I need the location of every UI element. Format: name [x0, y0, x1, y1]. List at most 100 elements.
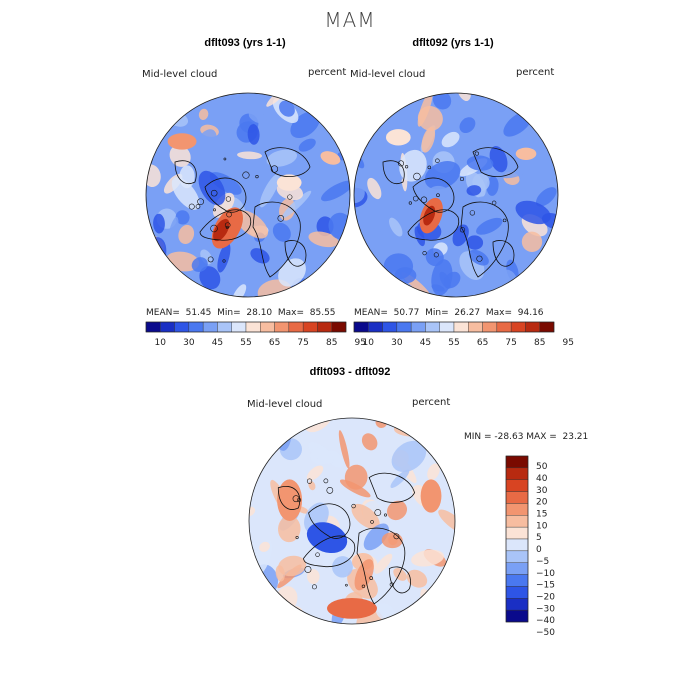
diff-coastline	[356, 527, 406, 605]
panel-2-contour-blob	[399, 149, 427, 182]
diff-contour-blob	[361, 433, 378, 451]
panel-1-feature-blob	[276, 174, 302, 191]
panel-1-coastline	[284, 240, 307, 267]
panel-2-contour-blob	[421, 126, 436, 153]
diff-colorbar-tick-label: −40	[536, 616, 555, 626]
diff-contour-blob	[363, 523, 389, 551]
panel-1-colorbar-swatch	[160, 321, 175, 333]
diff-contour-blob	[386, 500, 408, 521]
diff-colorbar-tick-label: −5	[536, 557, 549, 567]
panel-2-contour-blob	[459, 62, 481, 86]
diff-colorbar-tick-label: −20	[536, 593, 555, 603]
panel-1-colorbar-swatch	[231, 321, 247, 333]
diff-island	[311, 584, 317, 590]
panel-2-island	[398, 160, 405, 167]
panel-1-island	[255, 174, 259, 179]
panel-1-contour-blob	[250, 248, 270, 264]
panel-2-colorbar-swatch	[368, 321, 383, 333]
panel-2-contour-blob	[394, 267, 417, 284]
panel-1-contour-blob	[259, 173, 280, 208]
panel-2-colorbar-tick-label: 95	[563, 338, 574, 348]
panel-1-colorbar-swatch	[174, 321, 190, 333]
panel-2-contour-blob	[382, 167, 405, 186]
panel-2-island	[474, 151, 479, 156]
panel-1-island	[197, 198, 204, 206]
diff-colorbar-swatch	[505, 526, 529, 540]
diff-contour-blob	[339, 479, 371, 498]
panel-2-colorbar: 10 30 45 55 65 75 85 95	[353, 321, 574, 348]
panel-1-contour-blob	[298, 138, 316, 152]
panel-2-feature-blob	[385, 129, 411, 146]
panel-2-colorbar-tick-label: 10	[363, 338, 375, 348]
panel-2-island	[433, 252, 439, 258]
panel-2-min-value: 26.27	[454, 308, 481, 318]
panel-1-colorbar-swatch	[145, 321, 161, 333]
diff-colorbar-swatch	[505, 586, 529, 599]
panel-2-min-label: Min=	[425, 308, 449, 318]
panel-2-colorbar-swatch	[496, 321, 512, 333]
panel-1-colorbar-tick-label: 65	[269, 338, 280, 348]
diff-island	[361, 584, 366, 588]
diff-colorbar-tick-label: 15	[536, 510, 547, 520]
diff-colorbar-tick-label: −30	[536, 604, 555, 614]
panel-1-min-label: Min=	[217, 308, 241, 318]
panel-1-contour-blob	[178, 224, 195, 245]
diff-contour-blob	[390, 469, 410, 488]
panel-1-colorbar-tick-label: 10	[155, 338, 167, 348]
panel-1-island	[195, 204, 201, 209]
diff-colorbar-swatch	[505, 550, 529, 563]
panel-1-island	[223, 157, 227, 161]
panel-2-colorbar-swatch	[525, 321, 540, 333]
diff-colorbar-tick-label: −50	[536, 628, 555, 638]
panel-1-colorbar-tick-label: 45	[212, 338, 223, 348]
panel-2-contour-blob	[535, 187, 557, 207]
panel-1-coastline	[252, 201, 301, 278]
diff-colorbar-swatch	[505, 574, 529, 587]
panel-2-island	[404, 165, 409, 169]
panel-1-field	[146, 93, 350, 297]
diff-colorbar-swatch	[505, 455, 529, 469]
panel-2-island	[469, 210, 476, 216]
diff-island	[304, 566, 312, 573]
panel-2-island	[436, 193, 440, 197]
diff-map	[248, 417, 456, 625]
diff-island	[292, 495, 300, 503]
panel-1-max-label: Max=	[277, 308, 305, 318]
panel-2-coastline	[382, 160, 405, 184]
diff-contour-blob	[438, 509, 455, 535]
panel-2-contour-blob	[425, 248, 444, 267]
panel-2-contour-blob	[459, 117, 476, 134]
diff-colorbar-tick-label: 20	[536, 498, 548, 508]
panel-2-island	[427, 165, 432, 170]
diff-contour-blob	[322, 554, 336, 565]
panel-1-contour-blob	[247, 124, 260, 145]
panel-1-variable-label: Mid-level cloud	[142, 69, 218, 80]
panel-1-contour-blob	[237, 151, 263, 160]
panel-1-contour-blob	[266, 149, 298, 167]
diff-island	[315, 552, 320, 557]
panel-2-contour-blob	[389, 217, 403, 237]
diff-colorbar-tick-label: 10	[536, 521, 548, 531]
panel-2-contour-blob	[466, 155, 494, 171]
panel-2-contour-blob	[466, 185, 482, 196]
panel-1-max-value: 85.55	[309, 308, 336, 318]
diff-unit-label: percent	[412, 397, 451, 408]
panel-1-colorbar-swatch	[288, 321, 304, 333]
panel-1-colorbar-swatch	[245, 321, 261, 333]
panel-2-contour-blob	[575, 226, 591, 239]
diff-contour-blob	[393, 568, 407, 581]
panel-1-mean-label: MEAN=	[146, 308, 180, 318]
panel-1-contour-blob	[232, 284, 247, 297]
diff-colorbar-tick-label: 5	[536, 533, 542, 543]
diff-contour-blob	[427, 463, 440, 481]
diff-colorbar-swatch	[505, 598, 529, 611]
panel-1-island	[207, 256, 214, 263]
panel-2-contour-blob	[475, 196, 504, 206]
panel-1-contour-blob	[167, 216, 179, 251]
panel-2-coastline	[472, 147, 519, 177]
panel-1-mean-value: 51.45	[185, 308, 212, 318]
diff-contour-blob	[391, 440, 427, 473]
panel-1-map	[145, 92, 351, 298]
panel-2-colorbar-swatch	[425, 321, 440, 333]
panel-2-variable-label: Mid-level cloud	[350, 69, 426, 80]
